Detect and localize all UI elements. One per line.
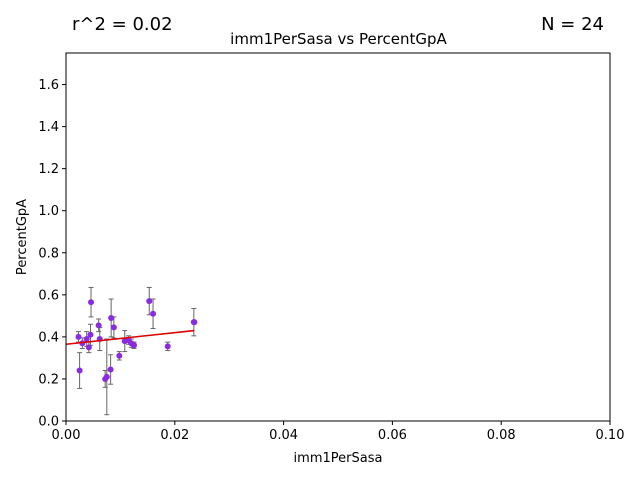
sample-count-annotation: N = 24 [541, 14, 604, 35]
y-tick-label: 0.2 [38, 372, 59, 387]
data-point [131, 342, 137, 349]
data-points [75, 298, 198, 382]
data-point [76, 367, 83, 374]
data-point [88, 299, 95, 306]
plot-frame [65, 52, 611, 422]
data-point [116, 352, 123, 359]
chart-title: imm1PerSasa vs PercentGpA [230, 30, 447, 48]
data-point [191, 319, 198, 326]
y-tick-label: 1.0 [38, 204, 59, 219]
y-tick-label: 0.0 [38, 415, 59, 430]
x-tick-label: 0.06 [378, 428, 407, 443]
data-point [110, 324, 117, 331]
x-tick-label: 0.02 [160, 428, 189, 443]
r-squared-annotation: r^2 = 0.02 [72, 14, 173, 35]
plot-area [66, 53, 610, 421]
y-axis-ticks: 0.0 0.2 0.4 0.6 0.8 1.0 1.2 1.4 1.6 [38, 78, 66, 430]
x-tick-label: 0.10 [596, 428, 625, 443]
x-tick-label: 0.04 [269, 428, 298, 443]
x-tick-label: 0.08 [487, 428, 516, 443]
x-axis-label: imm1PerSasa [294, 451, 383, 466]
y-axis-label: PercentGpA [15, 199, 30, 275]
data-point [164, 343, 171, 350]
y-tick-label: 1.2 [38, 162, 59, 177]
fit-line [65, 329, 195, 346]
data-point [150, 310, 157, 317]
data-point [103, 373, 110, 380]
data-point [83, 335, 90, 342]
y-tick-label: 1.6 [38, 78, 59, 93]
data-point [108, 314, 115, 321]
y-tick-label: 0.8 [38, 246, 59, 261]
x-tick-label: 0.00 [52, 428, 81, 443]
data-point [85, 344, 92, 351]
data-point [75, 333, 82, 340]
x-axis-ticks: 0.00 0.02 0.04 0.06 0.08 0.10 [52, 421, 625, 443]
data-point [95, 322, 102, 329]
y-tick-label: 0.4 [38, 330, 59, 345]
fit-line-group [65, 329, 195, 346]
data-point [87, 331, 94, 338]
y-tick-label: 0.6 [38, 288, 59, 303]
y-tick-label: 1.4 [38, 120, 59, 135]
data-point [146, 298, 153, 305]
data-point [107, 366, 114, 373]
